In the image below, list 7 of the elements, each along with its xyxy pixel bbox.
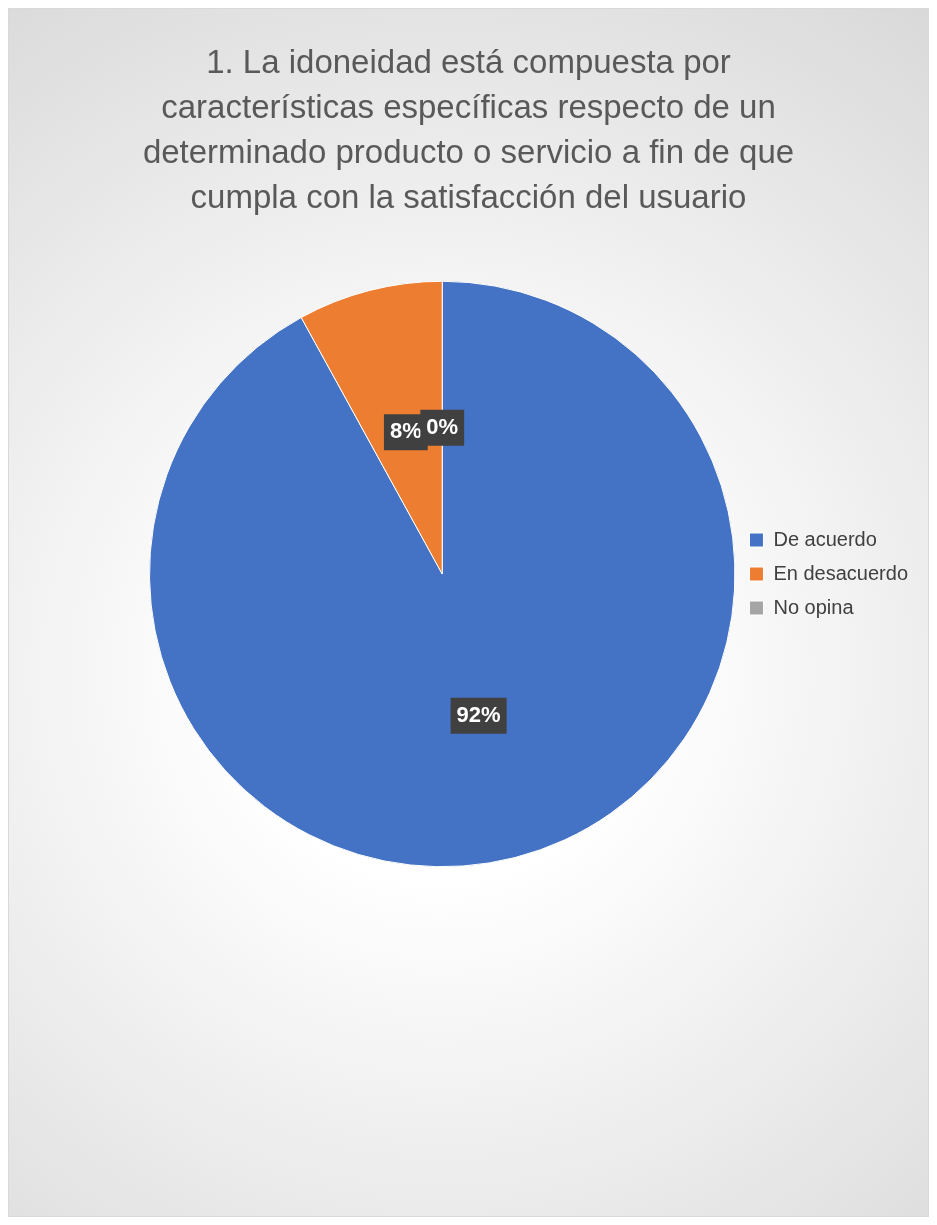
legend-label: En desacuerdo	[773, 561, 909, 584]
legend-label: De acuerdo	[773, 527, 877, 550]
data-label: 92%	[456, 701, 501, 727]
data-label: 8%	[389, 418, 422, 444]
text: 0%	[426, 413, 459, 439]
chart-title: 1. La idoneidad está compuesta por características específicas respecto de un determinado producto o servicio a fin de que cumpla con la satisfacción del usuario	[141, 42, 796, 217]
legend-label: No opina	[773, 595, 855, 618]
